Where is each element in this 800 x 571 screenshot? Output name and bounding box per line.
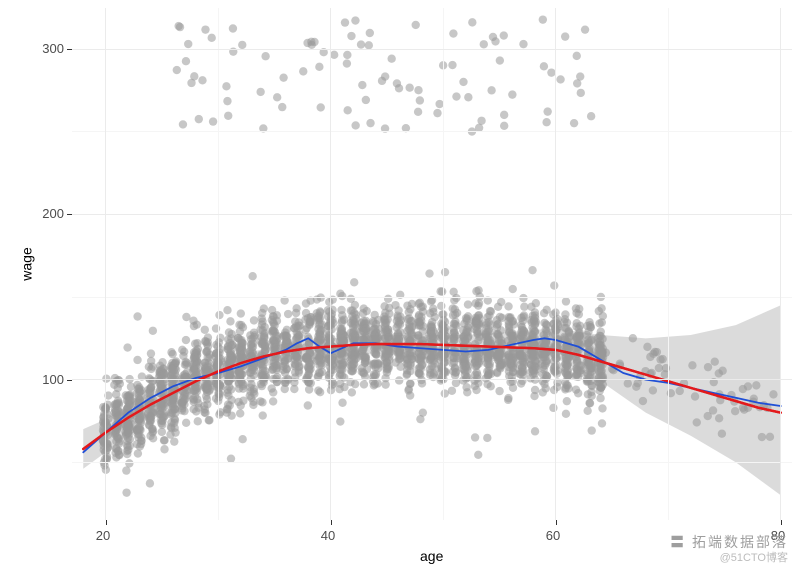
- watermark-line1: 〓 拓端数据部落: [670, 533, 788, 551]
- grid-v: [555, 8, 556, 520]
- grid-v: [330, 8, 331, 520]
- x-tick-label: 40: [321, 528, 335, 543]
- grid-v: [105, 8, 106, 520]
- x-tick-mark: [331, 520, 332, 525]
- watermark-line2: @51CTO博客: [670, 551, 788, 565]
- grid-v: [218, 8, 219, 520]
- x-tick-label: 60: [546, 528, 560, 543]
- grid-v: [668, 8, 669, 520]
- y-tick-mark: [67, 49, 72, 50]
- x-tick-mark: [556, 520, 557, 525]
- grid-h: [72, 49, 792, 50]
- y-tick-label: 300: [42, 41, 64, 56]
- plot-svg: [0, 0, 800, 571]
- grid-h: [72, 297, 792, 298]
- x-tick-mark: [106, 520, 107, 525]
- grid-h: [72, 214, 792, 215]
- x-axis-title: age: [420, 548, 443, 564]
- y-tick-label: 100: [42, 372, 64, 387]
- grid-h: [72, 379, 792, 380]
- grid-v: [443, 8, 444, 520]
- x-tick-mark: [781, 520, 782, 525]
- x-tick-label: 20: [96, 528, 110, 543]
- grid-v: [780, 8, 781, 520]
- chart-container: 20406080100200300agewage: [0, 0, 800, 571]
- y-axis-title: wage: [19, 247, 35, 280]
- y-tick-mark: [67, 380, 72, 381]
- grid-h: [72, 131, 792, 132]
- watermark: 〓 拓端数据部落 @51CTO博客: [670, 533, 788, 565]
- y-tick-mark: [67, 214, 72, 215]
- y-tick-label: 200: [42, 206, 64, 221]
- grid-h: [72, 462, 792, 463]
